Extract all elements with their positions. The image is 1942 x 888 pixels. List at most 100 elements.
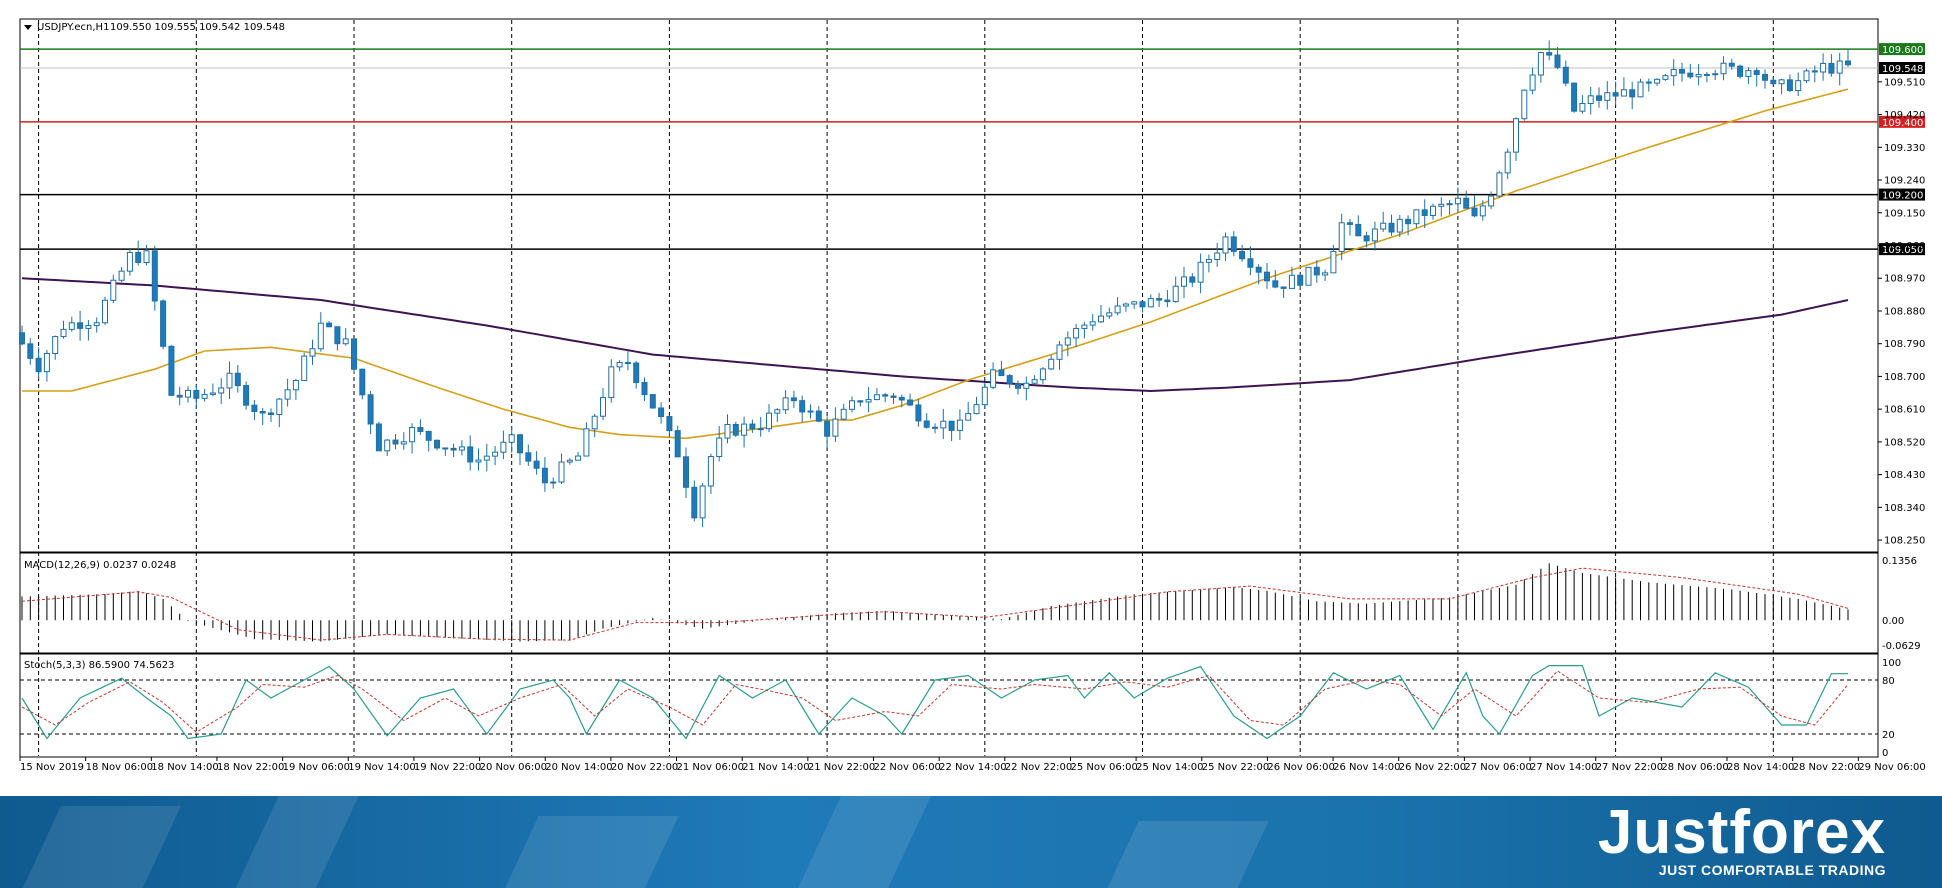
candle xyxy=(1288,266,1295,289)
candle xyxy=(1463,190,1470,209)
candle xyxy=(658,402,665,424)
candle xyxy=(1828,54,1835,77)
time-tick-label: 22 Nov 06:00 xyxy=(874,762,941,773)
candle xyxy=(649,394,656,409)
candle xyxy=(890,392,897,405)
candle xyxy=(1496,170,1503,198)
time-tick-label: 20 Nov 14:00 xyxy=(545,762,612,773)
candle xyxy=(1322,269,1329,281)
candle xyxy=(425,430,432,452)
candle xyxy=(1604,81,1611,110)
candle xyxy=(815,406,822,423)
time-tick-label: 22 Nov 22:00 xyxy=(1005,762,1072,773)
candle xyxy=(85,319,92,341)
candle xyxy=(110,274,117,304)
candle xyxy=(550,477,557,489)
time-tick-label: 25 Nov 22:00 xyxy=(1202,762,1269,773)
candle xyxy=(1579,95,1586,114)
current-price-tag xyxy=(1879,62,1925,75)
candle xyxy=(151,245,158,311)
stoch-axis-label: 100 xyxy=(1882,658,1901,669)
price-level-label: 109.200 xyxy=(1882,191,1923,202)
candle xyxy=(1629,81,1636,110)
time-tick-label: 22 Nov 14:00 xyxy=(939,762,1006,773)
candle xyxy=(1023,376,1030,401)
time-tick-label: 21 Nov 14:00 xyxy=(742,762,809,773)
price-tick-label: 109.510 xyxy=(1884,77,1925,88)
candle xyxy=(517,433,523,466)
candle xyxy=(541,457,548,492)
candle xyxy=(624,351,631,371)
candle xyxy=(268,408,274,422)
candle xyxy=(135,240,142,266)
candle xyxy=(126,247,133,276)
candle xyxy=(807,404,814,419)
candle xyxy=(948,420,955,442)
candle xyxy=(583,422,590,457)
candle xyxy=(633,361,640,389)
candle xyxy=(1280,286,1287,298)
candle xyxy=(1836,52,1843,86)
candle xyxy=(1222,232,1229,262)
candle xyxy=(1778,78,1785,95)
symbol-header: USDJPY.ecn,H1 109.550 109.555 109.542 10… xyxy=(24,22,285,33)
current-price-label: 109.548 xyxy=(1882,64,1923,75)
stochastic-lines: 100 80 20 0 xyxy=(20,658,1901,759)
candle xyxy=(1438,197,1445,217)
candle xyxy=(608,359,615,403)
candle xyxy=(898,394,905,408)
candle xyxy=(1131,300,1138,310)
time-tick-label: 26 Nov 14:00 xyxy=(1333,762,1400,773)
ma-fast-line xyxy=(22,88,1849,440)
time-tick-label: 28 Nov 06:00 xyxy=(1661,762,1728,773)
candle xyxy=(1712,69,1719,80)
candle xyxy=(102,296,108,325)
candle xyxy=(1820,53,1827,81)
candle xyxy=(882,392,889,403)
candle xyxy=(707,453,714,494)
candle xyxy=(1537,51,1544,83)
stoch-axis-label: 80 xyxy=(1882,676,1895,687)
candle xyxy=(766,404,772,433)
price-tick-label: 109.150 xyxy=(1884,208,1925,219)
candle xyxy=(940,408,947,440)
candle xyxy=(674,425,681,458)
candle xyxy=(865,387,872,413)
candle xyxy=(19,325,25,346)
chart-menu-triangle-icon[interactable] xyxy=(24,25,32,30)
candle xyxy=(1471,195,1478,218)
candle xyxy=(417,419,424,435)
candle xyxy=(973,396,980,415)
candle xyxy=(375,421,382,452)
stoch-panel xyxy=(19,653,1879,758)
candle xyxy=(1247,246,1254,276)
candle xyxy=(873,387,880,401)
candle xyxy=(1562,60,1569,87)
price-tick-label: 109.060 xyxy=(1884,241,1925,252)
moving-averages xyxy=(21,88,1849,440)
candle xyxy=(1687,63,1694,79)
candle xyxy=(1338,213,1345,261)
candle xyxy=(342,328,349,346)
candle xyxy=(93,317,100,333)
price-tick-label: 108.790 xyxy=(1884,339,1925,350)
candle xyxy=(1006,374,1013,388)
candle xyxy=(1214,242,1221,267)
time-tick-label: 21 Nov 06:00 xyxy=(677,762,744,773)
time-tick-label: 15 Nov 2019 xyxy=(20,762,84,773)
candle xyxy=(1529,67,1536,95)
candle xyxy=(160,299,167,350)
candle xyxy=(558,453,565,485)
candle xyxy=(367,391,374,435)
macd-axis-label: 0.1356 xyxy=(1882,556,1917,567)
candle xyxy=(915,398,922,427)
candle xyxy=(52,335,59,360)
candle xyxy=(1753,67,1760,87)
candle xyxy=(1239,244,1246,262)
candle xyxy=(965,401,972,421)
time-tick-label: 18 Nov 06:00 xyxy=(86,762,153,773)
candle xyxy=(1272,270,1279,289)
candle xyxy=(218,378,225,404)
candle xyxy=(68,316,75,332)
